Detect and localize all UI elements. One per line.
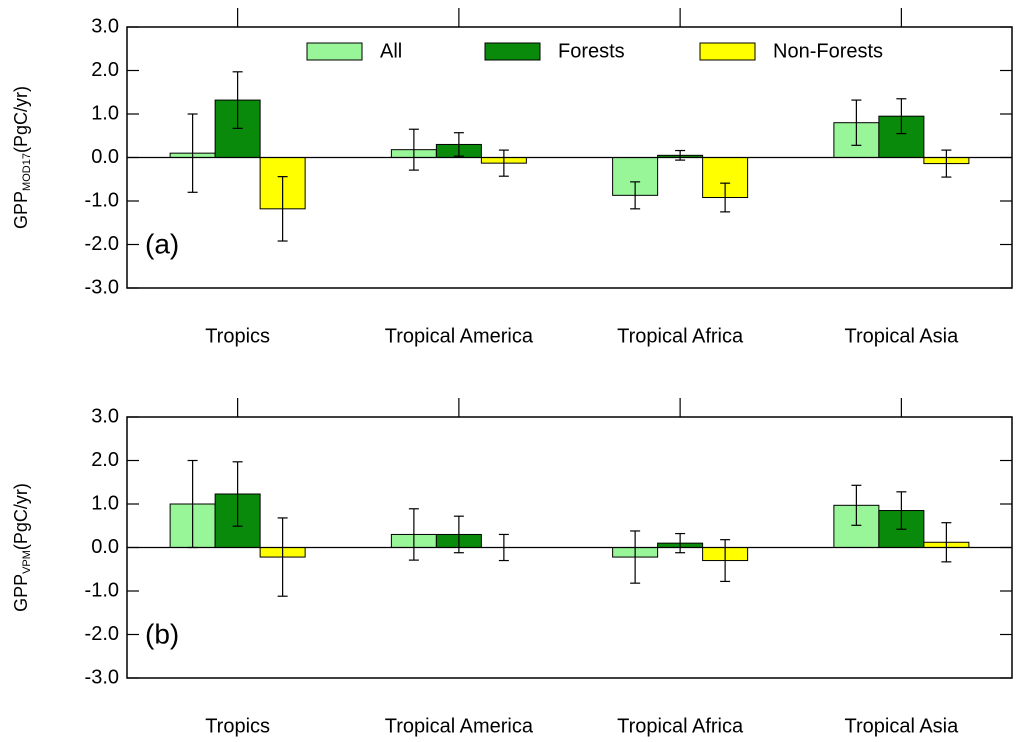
- error-bar: [941, 522, 952, 563]
- plot-frame: [126, 26, 1013, 289]
- legend-label: All: [380, 40, 402, 62]
- error-bar: [896, 98, 907, 135]
- error-bar: [630, 181, 641, 210]
- y-tick-label: -2.0: [85, 623, 119, 645]
- error-bar: [851, 484, 862, 526]
- x-tick-label: Tropical Asia: [845, 325, 960, 347]
- x-tick-label: Tropics: [205, 715, 270, 737]
- error-bar: [720, 182, 731, 213]
- error-bar: [232, 461, 243, 527]
- y-axis-label: GPPMOD17(PgC/yr): [11, 86, 33, 229]
- legend-label: Non-Forests: [773, 40, 883, 62]
- x-tick-label: Tropical America: [385, 325, 534, 347]
- y-tick-label: -2.0: [85, 233, 119, 255]
- y-axis-label-sub: MOD17: [21, 153, 33, 191]
- error-bar: [630, 530, 641, 584]
- y-tick-label: 0.0: [91, 536, 119, 558]
- y-tick-label: -1.0: [85, 189, 119, 211]
- legend-swatch: [484, 42, 541, 61]
- panel-label: (b): [145, 618, 179, 649]
- error-bar: [408, 508, 419, 561]
- y-tick-label: 3.0: [91, 15, 119, 37]
- error-bar: [896, 491, 907, 530]
- error-bar: [498, 149, 509, 177]
- y-tick-label: -3.0: [85, 276, 119, 298]
- error-bar: [941, 149, 952, 178]
- error-bar: [675, 149, 686, 161]
- error-bar: [453, 132, 464, 157]
- error-bar: [453, 515, 464, 554]
- y-tick-label: 2.0: [91, 449, 119, 471]
- x-tick-label: Tropical America: [385, 715, 534, 737]
- y-tick-label: 1.0: [91, 102, 119, 124]
- error-bar: [720, 539, 731, 583]
- y-axis-label-unit: (PgC/yr): [11, 483, 31, 550]
- legend-label: Forests: [558, 40, 625, 62]
- y-tick-label: 0.0: [91, 146, 119, 168]
- x-tick-label: Tropical Africa: [617, 715, 744, 737]
- plot-frame: [126, 416, 1013, 679]
- y-axis-label-unit: (PgC/yr): [11, 86, 31, 153]
- error-bar: [277, 176, 288, 242]
- error-bar: [408, 128, 419, 171]
- y-axis-label-main: GPP: [11, 191, 31, 229]
- error-bar: [187, 113, 198, 193]
- y-tick-label: -1.0: [85, 579, 119, 601]
- error-bar: [675, 532, 686, 554]
- legend-swatch: [306, 42, 363, 61]
- y-axis-label: GPPVPM(PgC/yr): [11, 483, 33, 612]
- y-tick-label: -3.0: [85, 666, 119, 688]
- legend-swatch: [699, 42, 756, 61]
- panel-label: (a): [145, 228, 179, 259]
- x-tick-label: Tropical Africa: [617, 325, 744, 347]
- error-bar: [851, 99, 862, 146]
- y-tick-label: 3.0: [91, 405, 119, 427]
- error-bar: [277, 517, 288, 597]
- y-axis-label-main: GPP: [11, 574, 31, 612]
- x-tick-label: Tropical Asia: [845, 715, 960, 737]
- error-bar: [232, 71, 243, 129]
- x-tick-label: Tropics: [205, 325, 270, 347]
- y-axis-label-sub: VPM: [21, 550, 33, 574]
- y-tick-label: 1.0: [91, 492, 119, 514]
- y-tick-label: 2.0: [91, 59, 119, 81]
